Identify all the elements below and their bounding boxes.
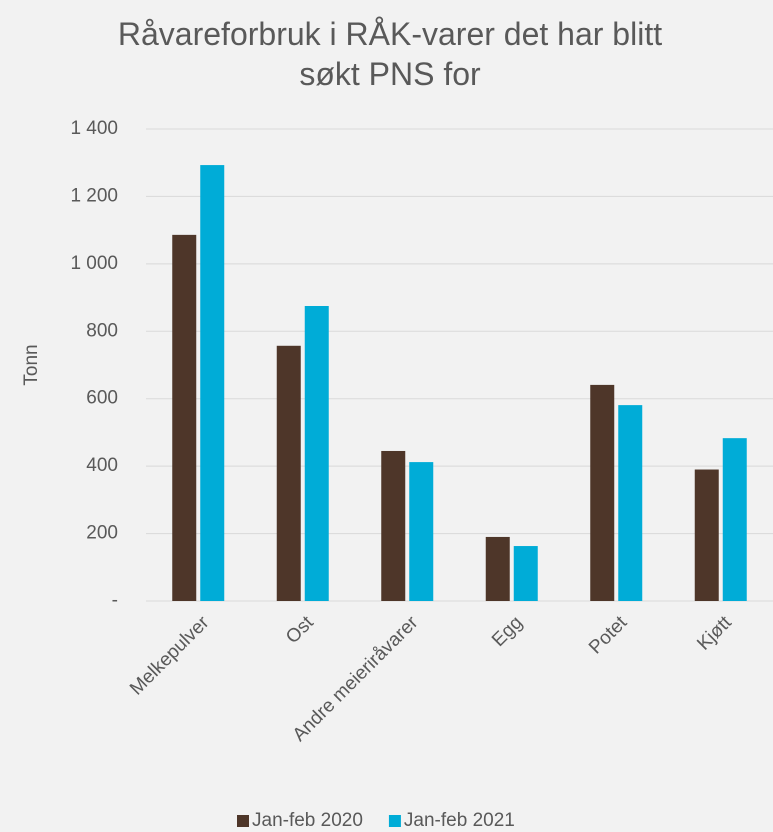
y-tick-label: 200 [86,523,118,544]
legend-swatch [388,815,401,827]
bar [694,469,719,601]
bar [200,165,225,601]
bar [276,345,301,601]
bar [590,384,615,601]
x-tick-label: Kjøtt [693,612,736,655]
chart-title: Råvareforbruk i RÅK-varer det har blitt … [117,16,663,92]
x-tick-label: Melkepulver [126,612,214,700]
bar [722,438,747,601]
y-axis-label: Tonn [21,344,42,385]
bar [409,462,434,601]
y-tick-label: 800 [86,320,118,341]
y-tick-label: 600 [86,388,118,409]
bar [172,234,197,601]
x-tick-label: Potet [585,612,632,659]
x-tick-label: Egg [488,612,527,651]
bar [381,450,406,601]
y-tick-label: - [112,590,118,611]
legend-label: Jan-feb 2020 [252,810,363,831]
x-tick-label: Ost [282,612,318,648]
bar [304,306,329,601]
bar [485,536,510,601]
legend-label: Jan-feb 2021 [404,810,515,831]
bar [513,546,538,601]
y-tick-label: 1 400 [70,118,118,139]
y-tick-label: 1 200 [70,185,118,206]
bar [618,405,643,601]
y-tick-label: 1 000 [70,253,118,274]
legend-swatch [237,815,249,827]
y-tick-label: 400 [86,455,118,476]
